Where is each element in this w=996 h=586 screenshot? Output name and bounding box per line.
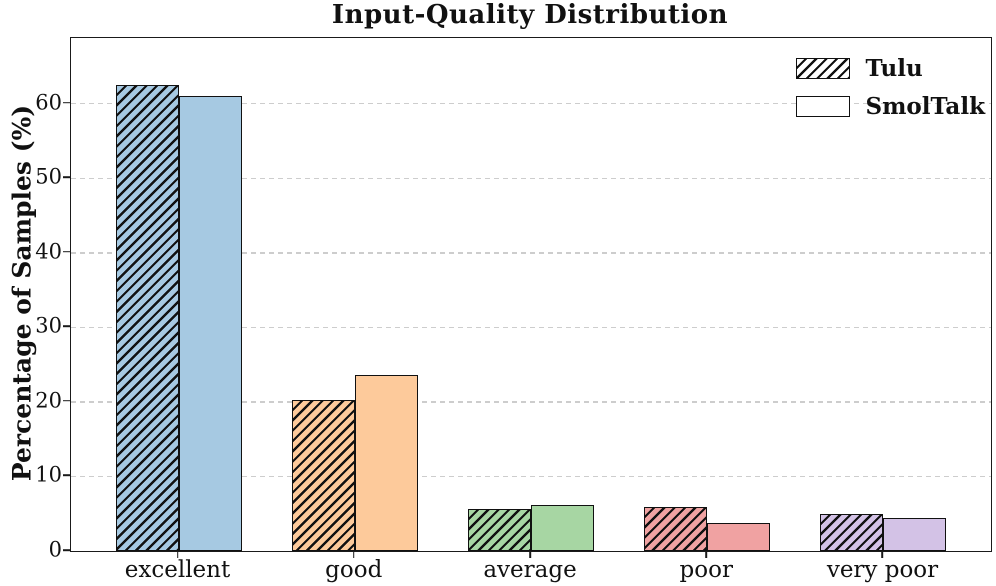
xtick-mark-poor [705, 551, 708, 558]
xtick-label-excellent: excellent [124, 557, 231, 583]
legend-row-smoltalk: SmolTalk [796, 95, 985, 118]
legend-swatch-smoltalk [796, 96, 851, 117]
ytick-label-60: 60 [35, 90, 62, 115]
ytick-mark-50 [63, 176, 70, 178]
bar-tulu-very-poor [820, 514, 884, 551]
ytick-label-10: 10 [35, 462, 62, 487]
bar-tulu-poor [644, 507, 708, 551]
bar-smoltalk-average [531, 504, 594, 551]
ytick-mark-20 [63, 400, 70, 402]
y-axis-label: Percentage of Samples (%) [7, 104, 37, 482]
bar-tulu-excellent [115, 84, 179, 551]
gridline-50 [71, 177, 991, 179]
bar-smoltalk-poor [707, 522, 771, 551]
xtick-label-very-poor: very poor [826, 557, 939, 583]
xtick-mark-very-poor [881, 551, 884, 558]
ytick-mark-40 [63, 250, 70, 253]
gridline-10 [71, 475, 991, 478]
xtick-mark-excellent [176, 551, 179, 558]
legend-row-tulu: Tulu [796, 57, 985, 80]
bar-tulu-average [468, 508, 531, 551]
ytick-label-0: 0 [48, 537, 62, 562]
xtick-mark-good [352, 551, 355, 558]
chart-title: Input-Quality Distribution [331, 0, 729, 30]
ytick-mark-0 [63, 549, 70, 551]
gridline-60 [71, 103, 991, 105]
xtick-label-poor: poor [679, 557, 733, 583]
xtick-label-average: average [483, 557, 577, 583]
ytick-label-20: 20 [35, 388, 62, 413]
ytick-mark-30 [63, 325, 70, 328]
gridline-40 [71, 252, 991, 254]
ytick-mark-10 [63, 474, 70, 477]
legend-label-smoltalk: SmolTalk [865, 93, 985, 120]
ytick-label-40: 40 [35, 239, 62, 264]
ytick-label-30: 30 [35, 313, 62, 338]
gridline-30 [71, 326, 991, 329]
plot-area: Tulu SmolTalk [70, 37, 992, 552]
ytick-label-50: 50 [35, 164, 62, 189]
ytick-mark-60 [63, 101, 70, 104]
gridline-20 [71, 401, 991, 403]
legend-swatch-tulu [796, 58, 851, 79]
legend-label-tulu: Tulu [865, 55, 923, 82]
bar-smoltalk-very-poor [883, 518, 947, 551]
xtick-mark-average [529, 551, 531, 558]
bar-tulu-good [291, 399, 355, 551]
bar-smoltalk-good [354, 375, 418, 551]
xtick-label-good: good [325, 557, 383, 583]
legend: Tulu SmolTalk [796, 57, 985, 118]
bar-smoltalk-excellent [178, 96, 242, 551]
